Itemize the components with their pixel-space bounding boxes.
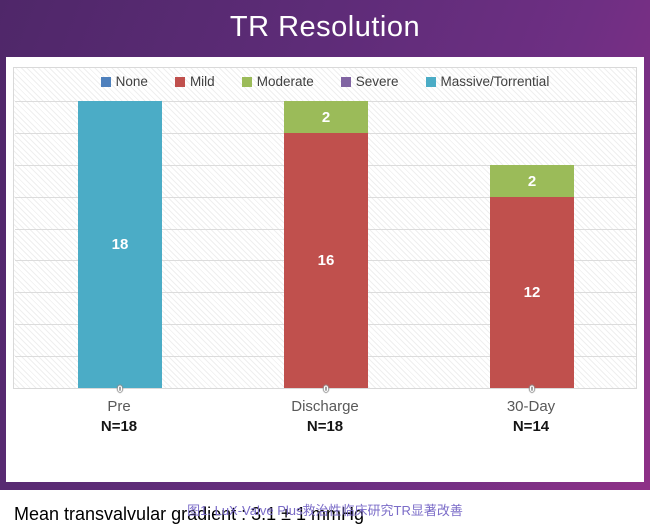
bar-value-label: 2: [321, 108, 331, 126]
none-series-zero-label: 0: [323, 384, 329, 394]
figure-caption: 图1. LuX-Valve Plus救治性临床研究TR显著改善: [187, 503, 463, 518]
gradient-footnote: Mean transvalvular gradient : 3.1 ± 1 mm…: [14, 504, 365, 524]
legend-label: Severe: [355, 74, 399, 89]
legend-item-none: None: [100, 74, 148, 89]
x-category-pre: Pre N=18: [101, 398, 137, 435]
legend-item-moderate: Moderate: [241, 74, 314, 89]
x-category-30-day: 30-Day N=14: [507, 398, 555, 435]
category-label: Pre: [107, 398, 131, 415]
bar-segment-moderate: 2: [284, 101, 368, 133]
legend-item-mild: Mild: [174, 74, 215, 89]
legend-label: Massive/Torrential: [440, 74, 550, 89]
none-series-zero-label: 0: [117, 384, 123, 394]
chart-legend: None Mild Moderate Severe Massive/Torrential: [14, 74, 636, 89]
legend-label: Moderate: [256, 74, 314, 89]
category-label: 30-Day: [506, 398, 556, 415]
plot-area: None Mild Moderate Severe Massive/Torrential…: [13, 67, 637, 394]
legend-swatch-icon: [241, 76, 252, 87]
stacked-bar-pre: 18 0: [78, 68, 162, 394]
category-n-label: N=14: [512, 418, 550, 435]
stacked-bar-discharge: 16 2 0: [284, 68, 368, 394]
legend-swatch-icon: [340, 76, 351, 87]
legend-swatch-icon: [174, 76, 185, 87]
x-axis: Pre N=18 Discharge N=18 30-Day N=14: [0, 398, 650, 444]
x-category-discharge: Discharge N=18: [291, 398, 359, 435]
bar-segment-mild: 16: [284, 133, 368, 388]
none-series-zero-label: 0: [529, 384, 535, 394]
bar-segment-mild: 12: [490, 197, 574, 388]
stacked-bar-30-day: 12 2 0: [490, 68, 574, 394]
legend-swatch-icon: [425, 76, 436, 87]
bar-segment-massive-torrential: 18: [78, 101, 162, 388]
category-n-label: N=18: [100, 418, 138, 435]
legend-label: None: [115, 74, 148, 89]
bar-segment-moderate: 2: [490, 165, 574, 197]
bar-value-label: 16: [317, 252, 335, 269]
category-n-label: N=18: [306, 418, 344, 435]
legend-item-severe: Severe: [340, 74, 399, 89]
bar-value-label: 2: [527, 172, 537, 190]
bar-value-label: 12: [523, 284, 541, 301]
legend-swatch-icon: [100, 76, 111, 87]
legend-label: Mild: [189, 74, 215, 89]
legend-item-massive-torrential: Massive/Torrential: [425, 74, 550, 89]
category-label: Discharge: [291, 398, 359, 415]
bar-value-label: 18: [111, 236, 129, 253]
chart-title: TR Resolution: [229, 11, 421, 43]
